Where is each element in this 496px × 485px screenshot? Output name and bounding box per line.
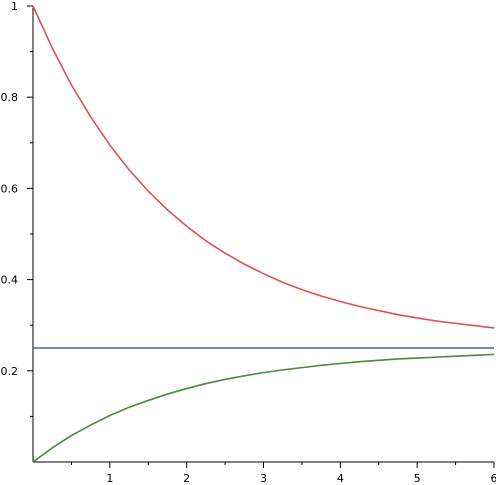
y-tick-label: 0.8 — [1, 91, 19, 104]
y-tick-label: 0.2 — [1, 365, 19, 378]
x-tick-label: 5 — [414, 472, 421, 485]
x-tick-label: 6 — [491, 472, 496, 485]
y-tick-label: 0.6 — [1, 182, 19, 195]
x-tick-label: 2 — [183, 472, 190, 485]
series-line-1 — [32, 5, 495, 329]
x-tick-label: 1 — [106, 472, 113, 485]
y-tick-label: 1 — [11, 0, 18, 13]
y-tick-label: 0.4 — [1, 274, 19, 287]
series-line-3 — [32, 353, 495, 463]
x-tick-label: 3 — [260, 472, 267, 485]
series-layer — [32, 5, 495, 463]
x-tick-label: 4 — [337, 472, 344, 485]
